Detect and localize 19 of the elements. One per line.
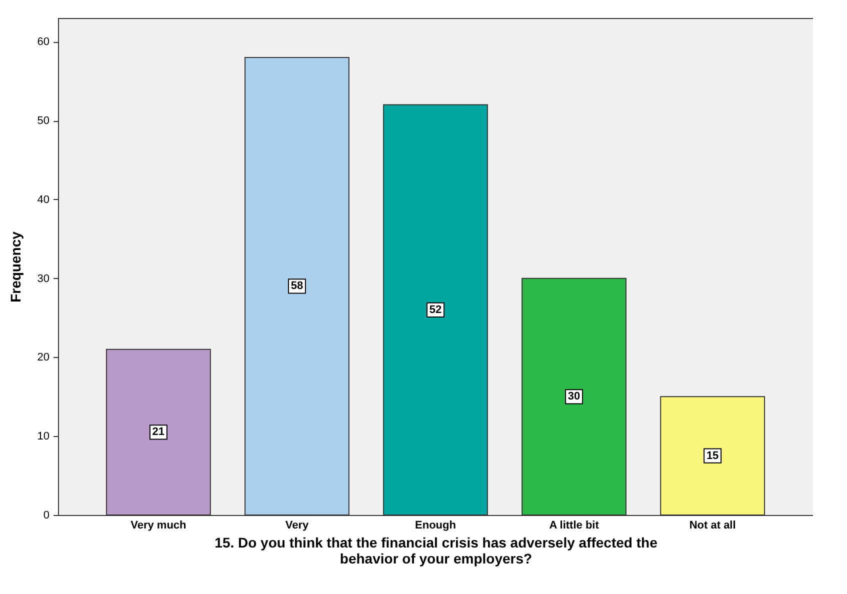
x-axis-title: 15. Do you think that the financial crisis has adversely affected the behavior of your employers? [214,534,658,566]
y-axis-title: Frequency [7,231,24,302]
data-label: 21 [152,426,165,438]
y-tick-label: 40 [37,194,50,206]
x-tick-label: Not at all [689,520,736,532]
x-tick-label: A little bit [549,520,600,532]
y-tick-label: 30 [37,272,50,285]
y-tick-label: 10 [37,430,50,443]
x-tick-label: Very much [130,520,187,532]
data-label: 58 [290,280,304,292]
data-label: 15 [706,450,719,462]
y-tick-label: 50 [37,115,50,128]
y-tick-label: 20 [37,352,50,364]
y-tick-label: 0 [43,510,50,522]
y-tick-label: 60 [37,36,50,48]
data-label: 30 [568,390,580,403]
x-tick-label: Enough [415,520,456,532]
x-tick-label: Very [285,520,310,532]
data-label: 52 [429,304,442,316]
